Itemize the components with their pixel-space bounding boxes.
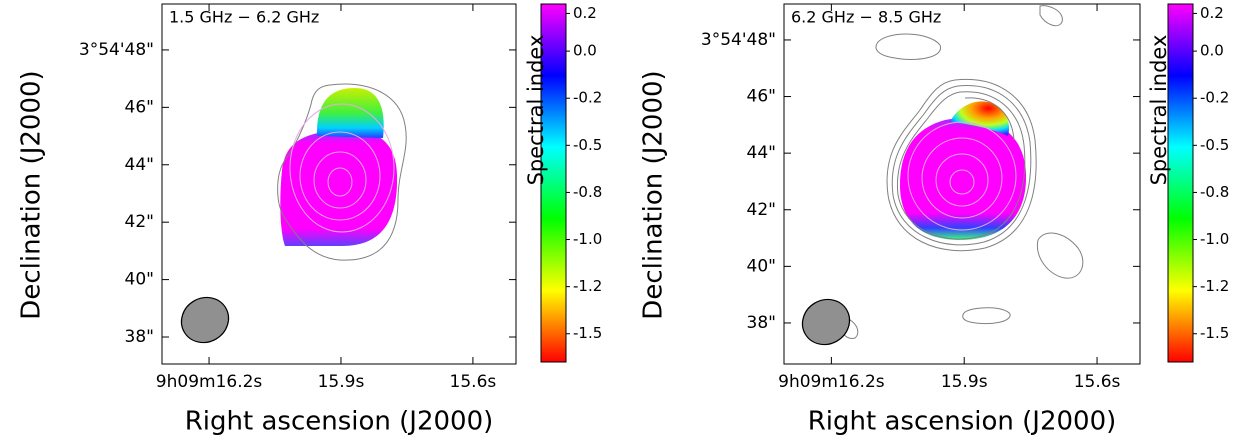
colorbar-tick-label: -0.8 [573, 183, 602, 201]
colorbar-tick-label: -1.5 [573, 324, 602, 342]
colorbar-tick-label: -1.0 [573, 230, 602, 248]
x-tick-label: 15.9s [318, 372, 365, 392]
colorbar-label: Spectral index [1147, 35, 1171, 186]
colorbar [540, 3, 567, 363]
y-tick-label: 42" [125, 212, 154, 232]
colorbar-tick-label: -0.8 [1200, 183, 1229, 201]
colorbar-tick-label: -1.2 [573, 277, 602, 295]
colorbar [1167, 3, 1194, 363]
y-axis-label: Declination (J2000) [17, 70, 47, 319]
y-tick-label: 38" [125, 327, 154, 347]
y-tick-label: 46" [747, 87, 776, 107]
colorbar-tick-label: -1.0 [1200, 230, 1229, 248]
colorbar-tick-label: 0.0 [573, 42, 597, 60]
colorbar-tick-label: -0.2 [1200, 89, 1229, 107]
x-tick-label: 9h09m16.2s [156, 372, 263, 392]
colorbar-tick-label: -1.5 [1200, 324, 1229, 342]
y-tick-label: 44" [747, 143, 776, 163]
plot-frame [161, 3, 517, 365]
y-tick-label: 3°54'48" [701, 30, 776, 50]
y-tick-label: 44" [125, 155, 154, 175]
colorbar-label: Spectral index [524, 35, 548, 186]
colorbar-tick-label: 0.0 [1200, 42, 1224, 60]
x-tick-label: 15.6s [1074, 372, 1121, 392]
annotation: 1.5 GHz − 6.2 GHz [169, 8, 319, 27]
x-axis-label: Right ascension (J2000) [185, 407, 494, 437]
plot-frame [783, 3, 1141, 365]
colorbar-tick-label: -0.2 [573, 89, 602, 107]
y-tick-label: 3°54'48" [79, 40, 154, 60]
colorbar-tick-label: -1.2 [1200, 277, 1229, 295]
x-tick-label: 15.6s [450, 372, 497, 392]
x-axis-label: Right ascension (J2000) [808, 407, 1117, 437]
y-axis-label: Declination (J2000) [639, 70, 669, 319]
y-tick-label: 40" [125, 270, 154, 290]
y-tick-label: 42" [747, 200, 776, 220]
x-tick-label: 9h09m16.2s [778, 372, 885, 392]
colorbar-tick-label: 0.2 [1200, 4, 1224, 22]
colorbar-tick-label: -0.5 [1200, 136, 1229, 154]
x-tick-label: 15.9s [941, 372, 988, 392]
map-image [180, 83, 407, 344]
colorbar-tick-label: -0.5 [573, 136, 602, 154]
y-tick-label: 38" [747, 313, 776, 333]
annotation: 6.2 GHz − 8.5 GHz [791, 8, 941, 27]
map-image [801, 5, 1084, 346]
y-tick-label: 40" [747, 256, 776, 276]
y-tick-label: 46" [125, 97, 154, 117]
colorbar-tick-label: 0.2 [573, 4, 597, 22]
